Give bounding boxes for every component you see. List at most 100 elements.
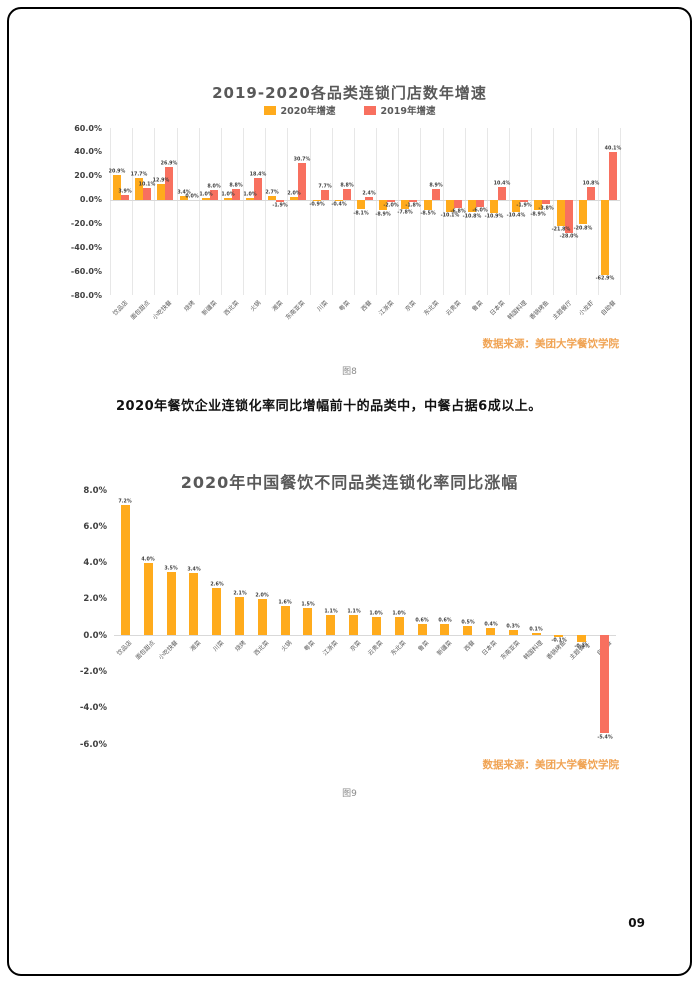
gridline: [398, 128, 400, 295]
legend-item-1: 2019年增速: [363, 103, 436, 117]
bar: [209, 190, 218, 200]
bar: [512, 199, 521, 212]
y-axis-tick-label: 8.0%: [83, 485, 107, 496]
y-axis-tick-label: 40.0%: [74, 147, 102, 157]
bar: [463, 626, 473, 636]
bar: [165, 167, 174, 200]
x-axis-label-text: 小吃快餐: [157, 639, 180, 662]
x-axis-label-text: 火锅: [280, 639, 294, 654]
bar: [475, 199, 484, 207]
bar: [440, 624, 450, 636]
bar-value-label: 20.9%: [108, 168, 126, 174]
body-paragraph: 2020年餐饮企业连锁化率同比增幅前十的品类中，中餐占据6成以上。: [116, 399, 542, 414]
gridline: [331, 128, 333, 295]
bar-value-label: 12.9%: [153, 177, 170, 184]
gridline: [442, 128, 444, 295]
bar-value-label: 2.0%: [287, 190, 302, 197]
gridline: [464, 128, 466, 295]
bar: [113, 174, 122, 200]
x-axis-label-text: 烧烤: [182, 299, 196, 313]
x-axis-label-text: 小吃快餐: [151, 299, 174, 322]
bar: [179, 195, 188, 200]
x-axis-label-text: 东南亚菜: [499, 639, 522, 662]
bar: [423, 199, 432, 210]
figure9-caption: 图9: [342, 789, 357, 799]
gridline: [486, 128, 488, 295]
bar: [189, 573, 199, 636]
gridline: [176, 128, 178, 295]
gridline: [353, 128, 355, 295]
bar: [246, 198, 255, 200]
bar-value-label: 0.4%: [483, 621, 498, 628]
bar-value-label: 0.6%: [415, 617, 429, 624]
x-axis-label-text: 火锅: [249, 299, 263, 313]
bar-value-label: 0.0%: [184, 193, 199, 199]
bar-value-label: 2.6%: [210, 581, 224, 588]
bar: [143, 187, 152, 200]
bar: [453, 199, 462, 208]
chart1-plot: 20.9% 3.9% 饮品店 17.7% 10.1% 面包甜点 12.9% 26.9% 小吃快餐…: [108, 128, 621, 321]
y-axis-tick-label: 60.0%: [74, 123, 102, 133]
bar: [554, 635, 564, 637]
bar-value-label: 1.0%: [199, 192, 213, 198]
bar: [303, 607, 313, 636]
x-axis-label-text: 鲁菜: [416, 639, 431, 654]
bar: [600, 635, 610, 734]
bar: [143, 562, 153, 636]
bar-value-label: -10.1%: [440, 212, 460, 219]
bar-value-label: 30.7%: [294, 156, 311, 163]
bar-value-label: 0.6%: [438, 617, 452, 624]
gridline: [531, 128, 533, 295]
bar: [201, 198, 210, 200]
x-axis-label-text: 日本菜: [481, 639, 499, 658]
chart1-data-source: 数据来源：美团大学餐饮学院: [482, 338, 620, 350]
bar-value-label: -6.8%: [450, 208, 466, 215]
bar-value-label: 18.4%: [249, 171, 267, 177]
bar-value-label: 10.1%: [138, 181, 156, 187]
x-axis-label-text: 自助餐: [599, 299, 618, 318]
bar-value-label: 4.0%: [141, 556, 155, 562]
bar-value-label: -1.9%: [272, 203, 288, 209]
bar: [490, 199, 499, 213]
chart1-title: 2019-2020各品类连锁门店数年增速: [212, 84, 487, 103]
x-axis-label-text: 粤菜: [337, 299, 352, 313]
y-axis-tick-label: -20.0%: [70, 218, 102, 228]
x-axis-label-text: 面包甜点: [129, 299, 152, 322]
x-axis-label-text: 新疆菜: [200, 299, 219, 318]
x-axis-label-text: 京菜: [348, 639, 362, 654]
x-axis-label-text: 西餐: [462, 639, 477, 654]
x-axis-label-text: 小龙虾: [577, 299, 596, 318]
bar: [223, 198, 232, 200]
bar-value-label: 2.4%: [362, 190, 376, 197]
bar: [257, 598, 267, 636]
x-axis-label-text: 饮品店: [116, 639, 134, 658]
bar-value-label: -2.0%: [383, 203, 399, 209]
x-axis-label-text: 西餐: [359, 299, 374, 313]
zero-axis-line: [114, 635, 616, 637]
y-axis-tick-label: 20.0%: [74, 171, 102, 181]
bar-value-label: 10.8%: [582, 180, 600, 186]
x-axis-label-text: 韩国料理: [506, 299, 529, 322]
bar: [417, 624, 427, 636]
y-axis-tick-label: 2.0%: [83, 594, 107, 605]
bar-value-label: 1.5%: [301, 601, 315, 608]
x-axis-label-text: 东北菜: [389, 639, 408, 658]
bar: [320, 190, 329, 200]
bar-value-label: -1.8%: [405, 202, 421, 209]
bar: [121, 194, 130, 200]
bar: [342, 189, 351, 200]
y-axis-tick-label: -6.0%: [79, 739, 107, 750]
bar-value-label: -28.0%: [559, 234, 578, 240]
x-axis-label-text: 川菜: [315, 299, 330, 313]
bar: [431, 188, 440, 200]
x-axis-label-text: 饮品店: [111, 299, 130, 318]
gridline: [620, 128, 621, 295]
bar-value-label: -3.8%: [538, 205, 555, 211]
legend-label: 2019年增速: [380, 106, 436, 117]
bar-value-label: -21.8%: [551, 226, 570, 233]
bar: [326, 615, 336, 636]
x-axis-label-text: 江浙菜: [321, 639, 340, 658]
gridline: [132, 128, 134, 295]
bar: [600, 199, 609, 275]
bar-value-label: -5.4%: [596, 734, 613, 740]
